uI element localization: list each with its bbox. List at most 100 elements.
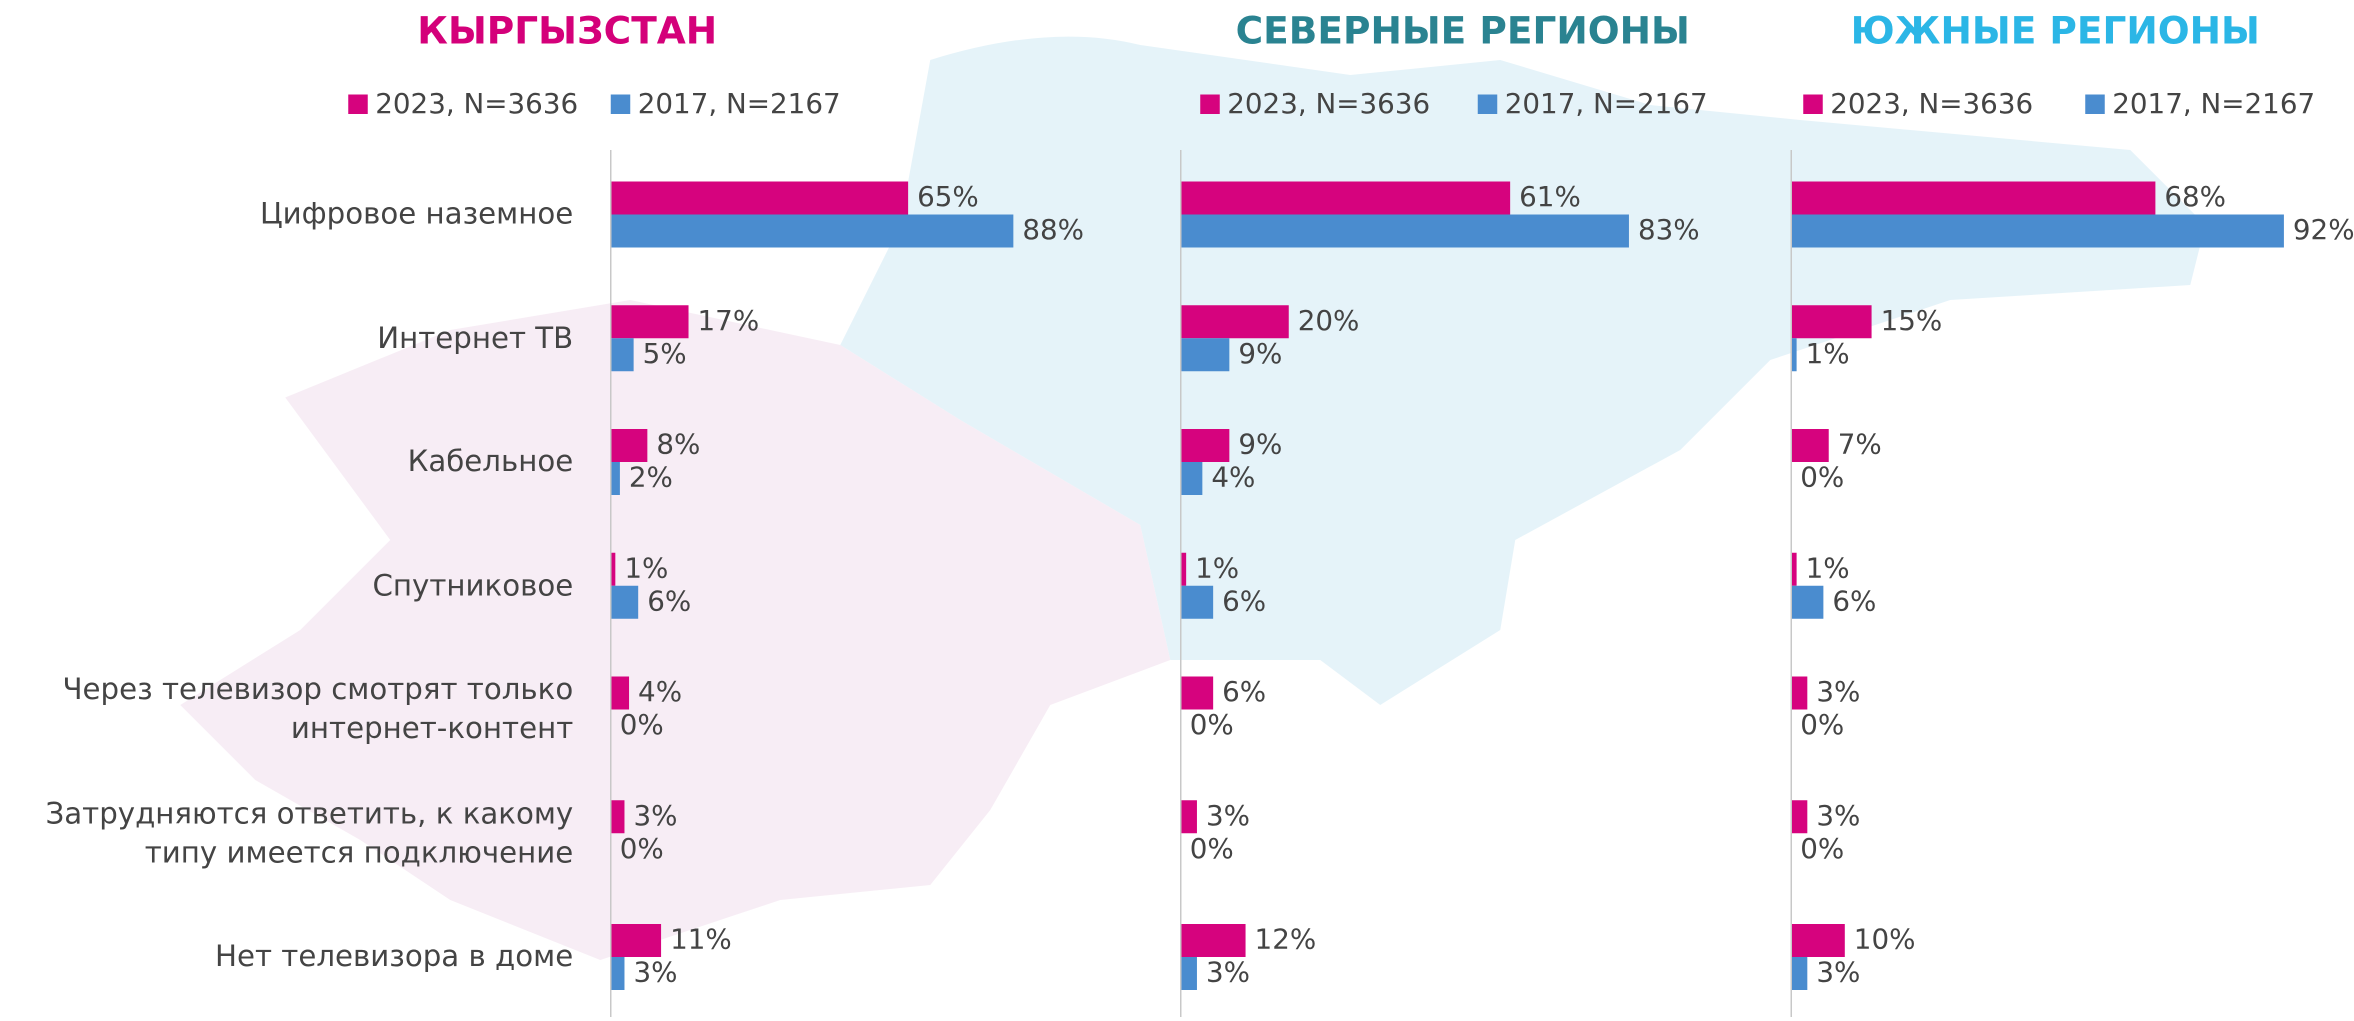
legend-swatch [348,94,368,114]
bar [1791,957,1808,990]
value-label: 0% [1190,708,1234,741]
value-label: 0% [1190,832,1234,865]
value-label: 3% [1206,956,1250,989]
value-label: 6% [1832,584,1876,617]
category-label: Нет телевизора в доме [214,939,574,974]
value-label: 6% [1222,584,1266,617]
value-label: 15% [1881,304,1943,337]
bar [610,924,662,957]
value-label: 3% [1206,799,1250,832]
category-label: Интернет ТВ [377,320,574,355]
bar [1180,924,1246,957]
bar [1180,214,1629,248]
value-label: 0% [620,708,664,741]
bar [610,429,648,462]
category-label-box: Нет телевизора в доме [214,939,574,974]
legend-label: 2023, N=3636 [375,87,578,120]
value-label: 1% [1806,337,1850,370]
legend-label: 2017, N=2167 [1505,87,1708,120]
bar [1180,305,1289,339]
bar [1180,957,1197,990]
panel-title: КЫРГЫЗСТАН [417,9,717,53]
value-label: 92% [2293,213,2354,246]
value-label: 1% [1195,551,1239,584]
value-label: 8% [656,428,700,461]
bar [1791,214,2284,248]
value-label: 3% [633,799,677,832]
category-label: Кабельное [407,444,574,479]
value-label: 0% [620,832,664,865]
value-label: 1% [624,551,668,584]
bar [1180,585,1214,619]
bar [610,800,625,834]
value-label: 0% [1800,461,1844,494]
bar [1180,462,1203,495]
value-label: 11% [670,923,732,956]
legend-swatch [2085,94,2105,114]
value-label: 17% [698,304,760,337]
value-label: 6% [1222,675,1266,708]
value-label: 0% [1800,708,1844,741]
bar [1791,181,2156,215]
value-label: 10% [1854,923,1916,956]
value-label: 5% [643,337,687,370]
bar [1791,552,1797,586]
value-label: 4% [1211,461,1255,494]
category-label: Затрудняются ответить, к какому типу име… [45,795,574,870]
bar [610,305,689,339]
legend-label: 2017, N=2167 [2112,87,2315,120]
value-label: 4% [638,675,682,708]
legend-label: 2023, N=3636 [1830,87,2033,120]
category-label-box: Интернет ТВ [377,320,574,355]
category-label: Через телевизор смотрят только интернет-… [62,672,574,746]
value-label: 3% [1816,675,1860,708]
category-label: Цифровое наземное [259,196,574,232]
value-label: 9% [1238,428,1282,461]
value-label: 20% [1298,304,1360,337]
bar [1180,552,1187,586]
panel-title: СЕВЕРНЫЕ РЕГИОНЫ [1236,9,1690,53]
category-label-box: Спутниковое [372,567,574,603]
bar [610,676,630,710]
bar [1180,429,1230,462]
value-label: 1% [1806,551,1850,584]
legend-label: 2017, N=2167 [638,87,841,120]
bar [1180,181,1511,215]
value-label: 6% [647,584,691,617]
panel-title: ЮЖНЫЕ РЕГИОНЫ [1851,9,2260,53]
value-label: 2% [629,461,673,494]
bar [1791,800,1808,834]
bar [1791,924,1845,957]
bar [610,585,639,619]
legend-swatch [1803,94,1823,114]
bar [1180,676,1214,710]
value-label: 83% [1638,213,1700,246]
bar [610,957,625,990]
value-label: 68% [2164,180,2226,213]
bar [1791,429,1829,462]
bar [1791,305,1872,339]
category-label: Спутниковое [372,567,574,603]
legend-swatch [1200,94,1220,114]
bar [610,462,620,495]
bar [1180,338,1230,372]
category-label-box: Через телевизор смотрят только интернет-… [62,672,574,746]
bar [610,552,616,586]
category-label-box: Цифровое наземное [259,196,574,232]
value-label: 0% [1800,832,1844,865]
legend-swatch [1477,94,1498,114]
value-label: 9% [1238,337,1282,370]
bar [1791,338,1797,372]
bar [610,181,909,215]
bar [1180,800,1197,834]
category-label-box: Кабельное [407,444,574,479]
bar [1791,585,1824,619]
map-south [180,300,1171,960]
value-label: 3% [633,956,677,989]
value-label: 7% [1838,428,1882,461]
value-label: 61% [1519,180,1581,213]
value-label: 12% [1255,923,1317,956]
value-label: 3% [1816,956,1860,989]
value-label: 65% [917,180,979,213]
